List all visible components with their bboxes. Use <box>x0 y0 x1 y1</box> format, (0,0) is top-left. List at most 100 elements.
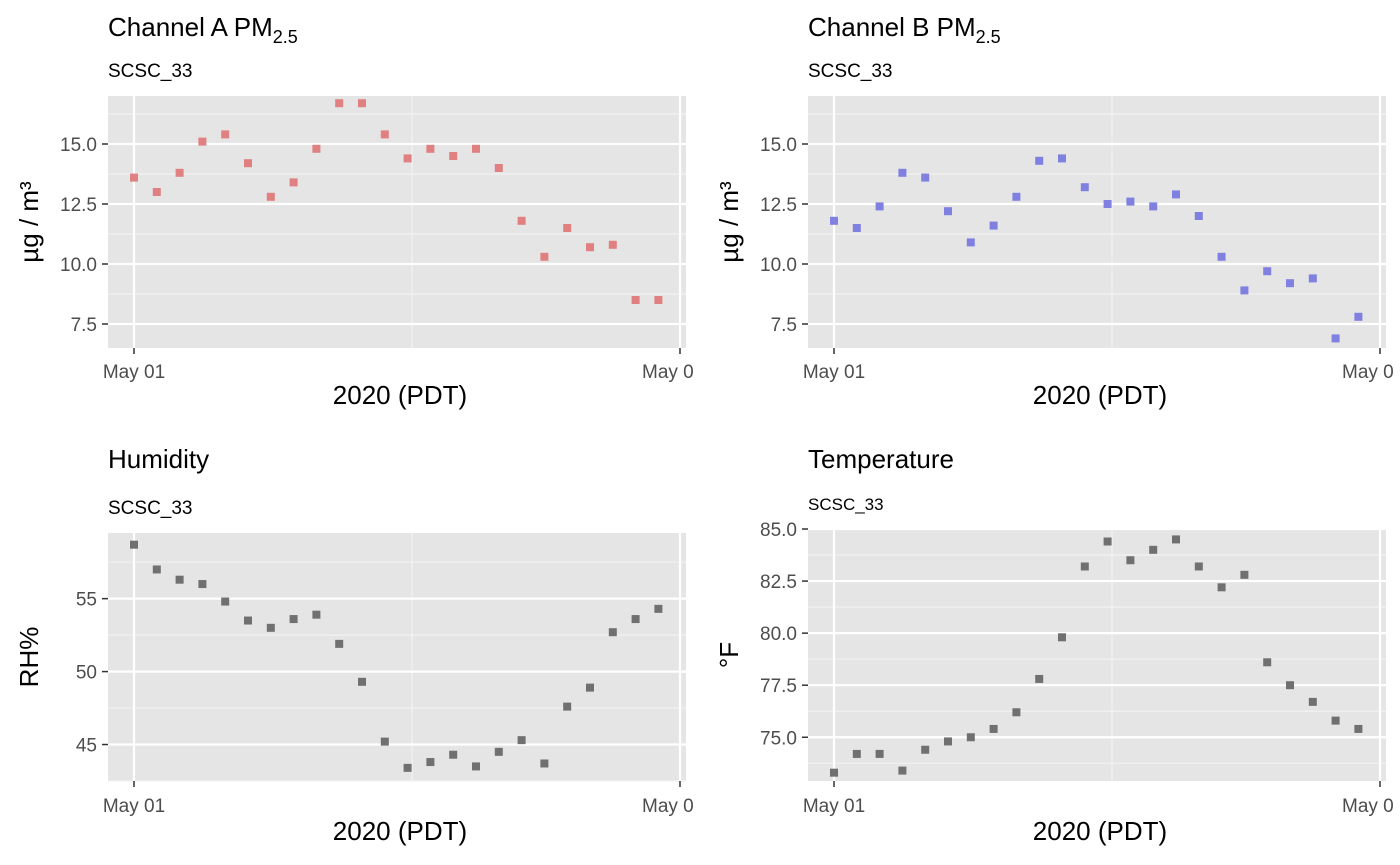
data-point <box>198 580 207 589</box>
y-tick-label: 80.0 <box>760 624 797 645</box>
data-point <box>1126 556 1135 565</box>
data-point <box>1035 674 1044 683</box>
data-point <box>830 768 838 777</box>
data-point <box>1126 197 1135 206</box>
data-point <box>989 221 998 230</box>
data-point <box>1308 697 1317 706</box>
data-point <box>289 178 298 187</box>
y-tick-label: 77.5 <box>760 676 797 697</box>
chart-panel-4: 75.0 77.5 80.0 82.5 85.0 May 01 May 0 Temperatu… <box>714 444 1394 846</box>
data-point <box>608 628 617 637</box>
data-point <box>494 747 503 756</box>
x-axis-label: 2020 (PDT) <box>333 816 467 846</box>
data-point <box>1103 537 1112 546</box>
data-point <box>266 192 275 201</box>
data-point <box>1354 312 1363 321</box>
data-point <box>1149 545 1158 554</box>
data-point <box>403 154 412 163</box>
data-point <box>380 130 389 139</box>
data-point <box>944 207 952 216</box>
data-point <box>563 702 572 711</box>
y-tick-label: 12.5 <box>760 195 797 216</box>
y-tick-label: 7.5 <box>771 315 797 336</box>
y-axis-label: RH% <box>14 627 44 688</box>
data-point <box>1172 535 1180 544</box>
data-point <box>830 216 838 225</box>
data-point <box>1354 724 1363 733</box>
chart-title: Humidity <box>108 444 209 474</box>
data-point <box>152 188 161 196</box>
data-point <box>921 173 930 182</box>
y-tick-label: 85.0 <box>760 520 797 541</box>
data-point <box>1080 562 1089 571</box>
x-axis-label: 2020 (PDT) <box>1033 816 1167 846</box>
x-tick-label: May 01 <box>803 796 865 817</box>
data-point <box>1012 192 1021 201</box>
data-point <box>852 749 861 758</box>
chart-subtitle: SCSC_33 <box>108 61 193 82</box>
data-point <box>1286 681 1294 690</box>
data-point <box>966 238 975 247</box>
data-point <box>312 610 321 619</box>
data-point <box>944 737 952 746</box>
data-point <box>1217 252 1226 261</box>
data-point <box>898 168 907 177</box>
data-point <box>1058 633 1066 642</box>
data-point <box>875 202 884 211</box>
x-axis-label: 2020 (PDT) <box>333 380 467 410</box>
data-point <box>966 733 975 742</box>
data-point <box>152 565 161 574</box>
data-point <box>494 164 503 172</box>
data-point <box>335 99 344 108</box>
x-tick-label: May 0 <box>1342 362 1394 383</box>
data-point <box>1194 212 1203 220</box>
data-point <box>898 766 907 775</box>
data-point <box>130 173 138 182</box>
data-point <box>1240 286 1249 295</box>
data-point <box>472 762 480 771</box>
x-tick-label: May 0 <box>1342 796 1394 817</box>
data-point <box>1172 190 1180 199</box>
data-point <box>875 749 884 758</box>
data-point <box>586 243 594 252</box>
plot-background <box>108 533 686 781</box>
data-point <box>358 677 366 686</box>
chart-title: Channel B PM2.5 <box>808 12 1001 47</box>
y-axis-label: µg / m³ <box>14 181 44 263</box>
data-point <box>358 99 366 108</box>
data-point <box>244 159 252 168</box>
data-point <box>403 763 412 772</box>
x-tick-label: May 01 <box>103 362 165 383</box>
y-tick-label: 15.0 <box>60 135 97 156</box>
data-point <box>221 597 230 606</box>
data-point <box>1331 716 1340 725</box>
plot-background <box>108 96 686 348</box>
data-point <box>1331 334 1340 343</box>
data-point <box>426 144 435 153</box>
y-tick-label: 15.0 <box>760 135 797 156</box>
data-point <box>1263 267 1272 276</box>
data-point <box>1308 274 1317 283</box>
data-point <box>1194 562 1203 571</box>
chart-subtitle: SCSC_33 <box>808 61 893 82</box>
title-subscript: 2.5 <box>976 27 1001 47</box>
x-tick-label: May 01 <box>803 362 865 383</box>
x-tick-label: May 01 <box>103 796 165 817</box>
data-point <box>1035 156 1044 165</box>
x-tick-label: May 0 <box>642 796 694 817</box>
y-tick-label: 45 <box>76 736 97 757</box>
data-point <box>449 152 458 160</box>
chart-subtitle: SCSC_33 <box>108 498 193 519</box>
data-point <box>426 758 435 767</box>
y-tick-label: 10.0 <box>60 255 97 276</box>
data-point <box>198 137 207 146</box>
y-axis-label: µg / m³ <box>714 181 744 263</box>
data-point <box>175 168 184 177</box>
data-point <box>540 759 549 768</box>
data-point <box>921 745 930 754</box>
data-point <box>1080 183 1089 192</box>
data-point <box>244 616 252 625</box>
data-point <box>1149 202 1158 211</box>
title-subscript: 2.5 <box>273 27 298 47</box>
